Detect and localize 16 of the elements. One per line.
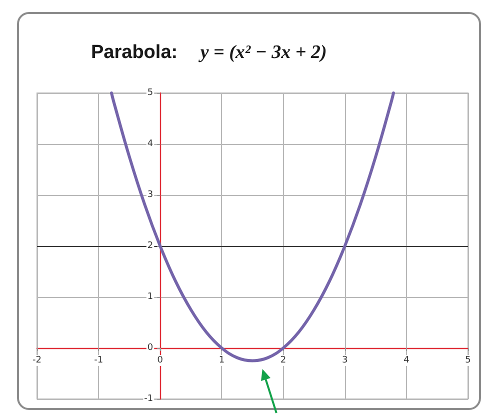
x-tick-label: 4 [404,356,410,366]
y-tick-label: 3 [147,190,154,200]
y-tick-label: 1 [147,292,154,302]
y-tick-label: -1 [144,394,154,404]
chart-title: Parabola: y = (x² − 3x + 2) [91,42,327,63]
y-tick-label: 4 [147,139,154,149]
x-tick-label: 0 [157,356,164,366]
y-tick-label: 5 [147,88,154,98]
x-tick-label: 2 [280,356,286,366]
x-tick-label: 3 [342,356,348,366]
y-tick-label: 0 [147,343,154,353]
x-tick-label: 1 [218,356,225,366]
y-tick-label: 2 [147,241,154,251]
x-tick-label: -2 [32,356,42,366]
x-tick-label: 5 [465,356,471,366]
x-tick-label: -1 [94,356,104,366]
